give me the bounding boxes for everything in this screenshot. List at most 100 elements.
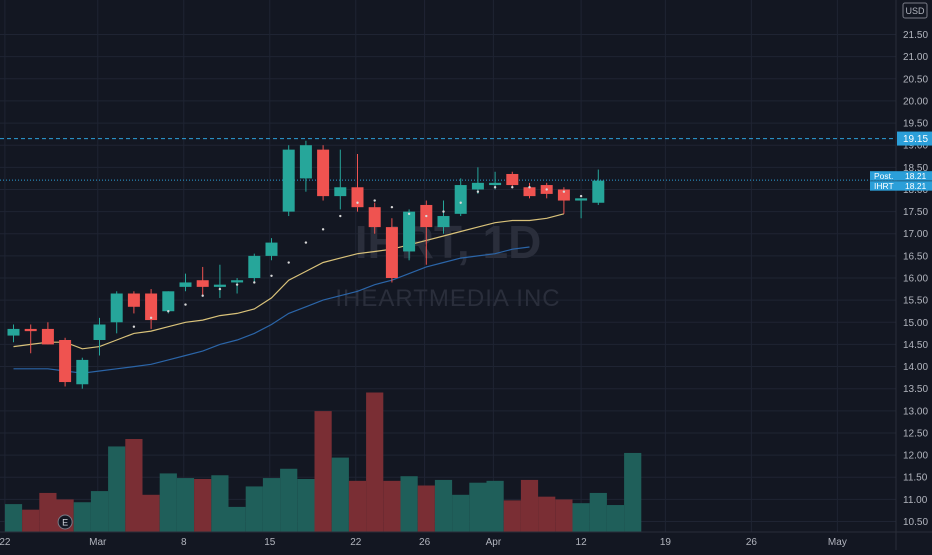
candle[interactable] xyxy=(76,357,89,389)
candle-body xyxy=(145,293,158,321)
time-axis[interactable]: 22 Mar 8 15 22 26 Apr 12 19 26 May xyxy=(0,531,932,548)
candle-body xyxy=(351,187,364,208)
candle-body xyxy=(24,328,37,332)
high-price-tag-text: 19.15 xyxy=(903,134,928,145)
candles[interactable] xyxy=(7,140,605,389)
x-tick-label: May xyxy=(828,537,847,548)
y-tick-label: 17.00 xyxy=(903,229,928,240)
candle-body xyxy=(575,198,588,201)
candle[interactable] xyxy=(7,324,20,343)
candle[interactable] xyxy=(454,178,467,217)
sma-fast-dot xyxy=(425,214,428,218)
candle[interactable] xyxy=(265,238,278,261)
volume-bar xyxy=(90,491,109,532)
candle[interactable] xyxy=(93,317,106,356)
candle[interactable] xyxy=(523,182,536,199)
volume-bar xyxy=(520,479,539,532)
volume-bar xyxy=(434,479,453,532)
candle[interactable] xyxy=(334,149,347,210)
candle-body xyxy=(317,149,330,197)
candle[interactable] xyxy=(196,266,209,296)
candle[interactable] xyxy=(248,253,261,283)
sma-fast-dot xyxy=(373,199,376,202)
volume-bar xyxy=(228,506,246,532)
price-axis[interactable]: USD 10.50 11.00 11.50 12.00 12.50 13.00 13.50 1… xyxy=(895,0,928,550)
y-tick-label: 13.00 xyxy=(903,406,928,417)
candle[interactable] xyxy=(213,264,226,298)
candle[interactable] xyxy=(368,202,381,234)
candle[interactable] xyxy=(403,209,416,261)
y-tick-label: 12.00 xyxy=(903,451,928,462)
candle-body xyxy=(93,324,106,340)
y-tick-label: 20.00 xyxy=(903,96,928,107)
sma-fast-dot xyxy=(270,274,273,278)
earnings-marker[interactable]: E xyxy=(57,514,73,530)
candle[interactable] xyxy=(145,289,158,329)
sma-fast-dot xyxy=(287,261,290,264)
grid-lines xyxy=(0,0,896,532)
candle-body xyxy=(454,185,467,214)
y-tick-label: 15.50 xyxy=(903,296,928,307)
y-tick-label: 16.00 xyxy=(903,274,928,285)
earnings-icon[interactable] xyxy=(57,514,73,530)
candle[interactable] xyxy=(471,167,484,194)
volume-bar xyxy=(538,496,556,532)
y-tick-label: 10.50 xyxy=(903,517,928,528)
candle-body xyxy=(592,180,605,203)
candle[interactable] xyxy=(162,291,175,314)
y-tick-label: 18.50 xyxy=(903,163,928,174)
high-price-tag xyxy=(897,131,932,146)
candle-body xyxy=(59,339,72,383)
last-price-tag-name: IHRT xyxy=(874,181,894,191)
volume-bar xyxy=(572,503,590,532)
volume-bar xyxy=(4,504,23,532)
x-tick-label: 19 xyxy=(660,537,672,548)
candle[interactable] xyxy=(282,145,295,217)
candle-body xyxy=(265,242,278,256)
candle[interactable] xyxy=(592,169,605,205)
y-tick-label: 19.50 xyxy=(903,119,928,130)
sma-fast-dot xyxy=(579,194,583,198)
sma-fast-dot xyxy=(356,201,359,204)
candle[interactable] xyxy=(41,322,54,345)
sma-fast-dot xyxy=(235,283,239,286)
volume-bar xyxy=(22,509,40,532)
y-tick-label: 14.00 xyxy=(903,362,928,373)
sma-slow-line xyxy=(13,246,530,374)
currency-badge[interactable] xyxy=(902,2,928,19)
sma-dots xyxy=(132,186,583,328)
candle-body xyxy=(299,145,312,179)
candle[interactable] xyxy=(437,200,450,234)
candle[interactable] xyxy=(317,145,330,201)
sma-fast-dot xyxy=(218,287,222,291)
candle-body xyxy=(7,328,20,336)
sma-fast-dot xyxy=(184,303,187,306)
candle-body xyxy=(471,182,484,190)
y-tick-label: 16.50 xyxy=(903,251,928,262)
volume-bar xyxy=(245,486,263,532)
candle[interactable] xyxy=(179,273,192,292)
candle[interactable] xyxy=(110,291,123,334)
candle[interactable] xyxy=(127,291,140,314)
sma-fast-dot xyxy=(442,210,445,213)
sma-fast-dot xyxy=(149,316,153,320)
x-tick-label: 26 xyxy=(419,537,431,548)
candle[interactable] xyxy=(385,218,398,283)
candle[interactable] xyxy=(299,140,312,192)
candle[interactable] xyxy=(24,324,37,354)
candle[interactable] xyxy=(59,337,72,387)
candle-body xyxy=(196,280,209,287)
sma-fast-dot xyxy=(167,310,170,313)
sma-fast-dot xyxy=(407,212,411,216)
x-tick-label: Mar xyxy=(89,537,107,548)
candle[interactable] xyxy=(506,171,519,188)
volume-bar xyxy=(125,439,143,532)
candle-body xyxy=(403,211,416,252)
x-tick-label: 22 xyxy=(350,537,362,548)
candle[interactable] xyxy=(575,198,588,219)
candle-body xyxy=(231,280,244,283)
volume-bar xyxy=(348,480,367,532)
